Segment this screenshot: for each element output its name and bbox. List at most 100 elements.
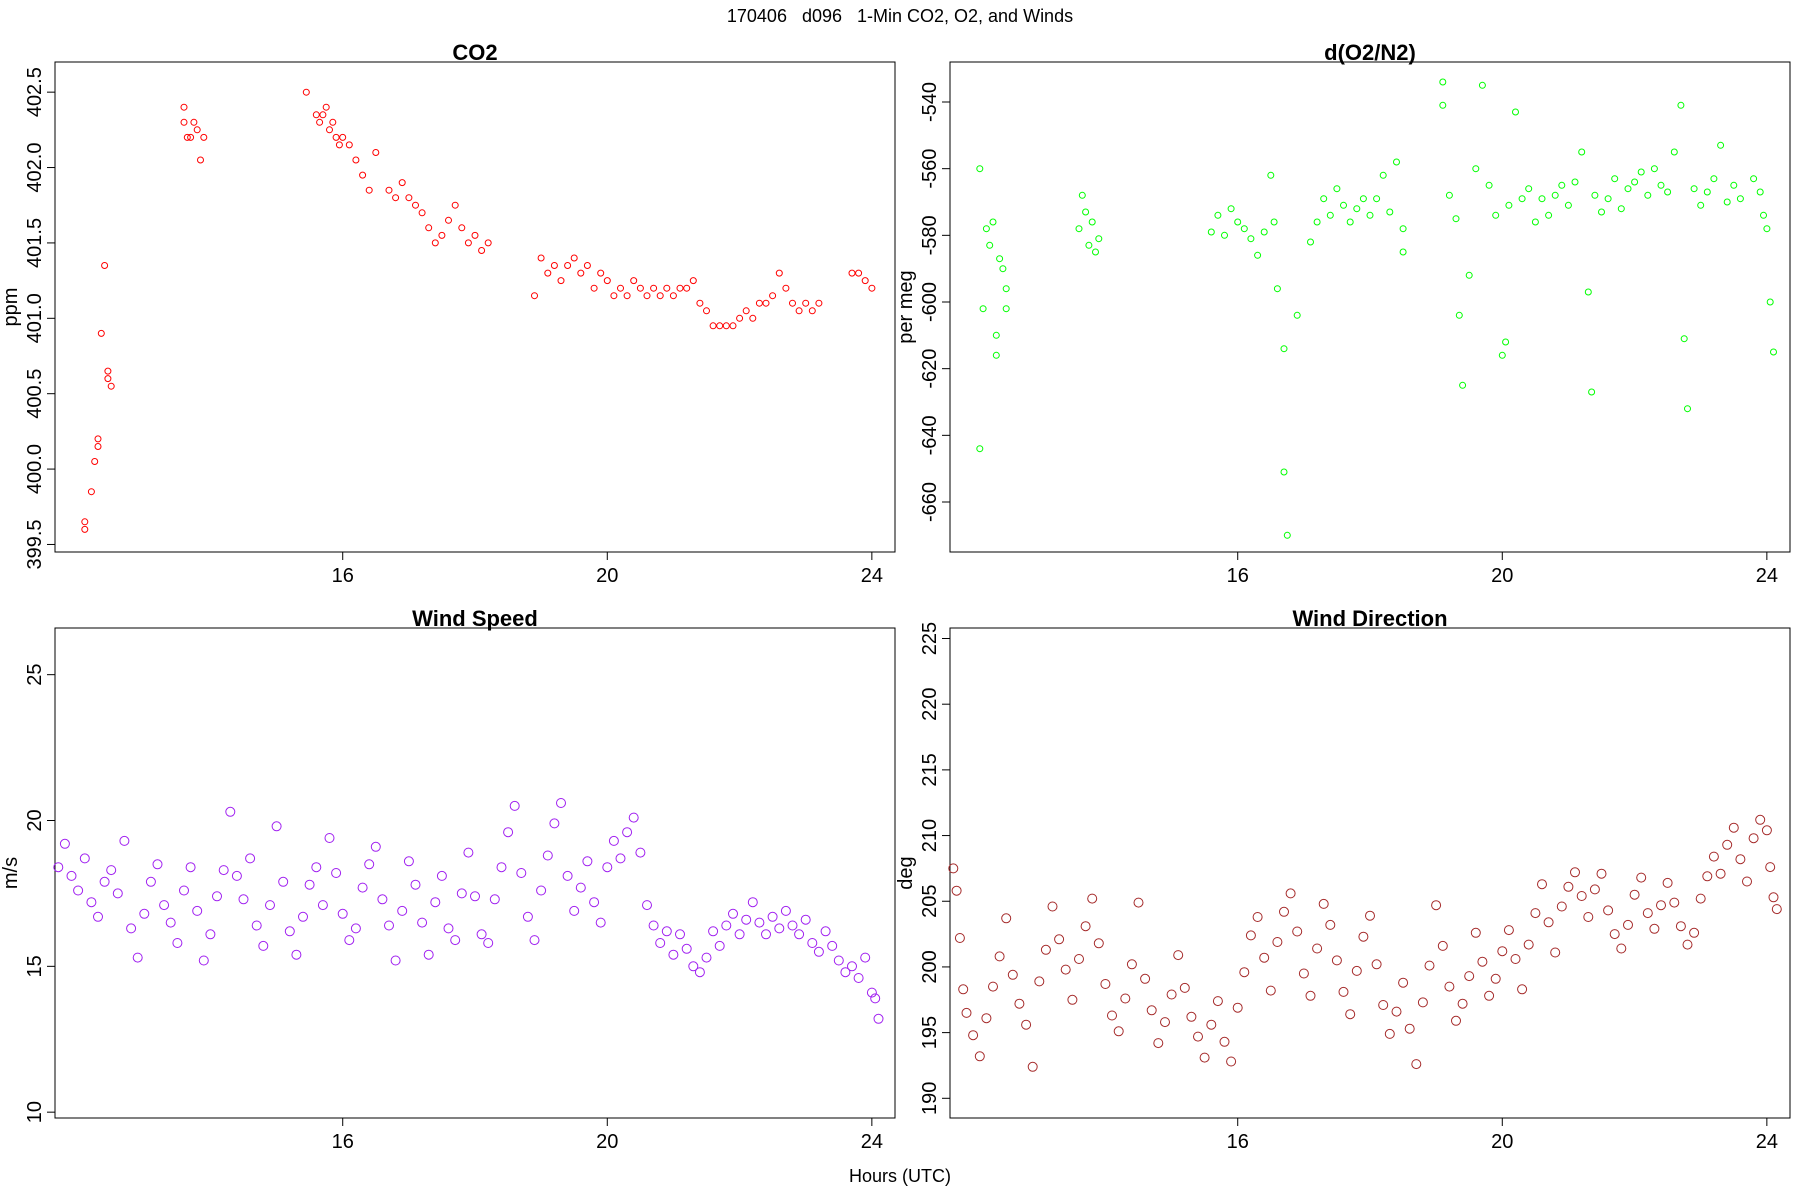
o2-n2-data-point (1307, 238, 1314, 246)
wind-direction-data-point (1609, 929, 1620, 940)
wind-direction-data-point (1001, 913, 1012, 924)
wind-speed-data-point (245, 853, 256, 864)
wind-direction-data-point (1047, 901, 1058, 912)
wind-speed-data-point (364, 859, 375, 870)
wind-speed-data-point (119, 835, 130, 846)
co2-data-point (782, 284, 790, 292)
wind-speed-data-point (179, 885, 189, 896)
co2-data-point (484, 239, 492, 247)
wind-speed-data-point (331, 868, 342, 878)
wind-direction-data-point (1510, 954, 1521, 964)
wind-direction-data-point (1199, 1052, 1210, 1063)
wind-speed-data-point (172, 938, 183, 948)
wind-speed-data-point (708, 926, 719, 937)
o2-n2-data-point (1439, 78, 1447, 86)
co2-data-point (81, 518, 89, 526)
co2-data-point (302, 88, 310, 96)
o2-n2-x-tick-label: 16 (1227, 565, 1249, 587)
wind-speed-panel: Wind Speed 16 20 24 10 15 20 25 m/s (0, 606, 896, 1153)
wind-speed-data-point (556, 798, 566, 808)
o2-n2-data-point (1558, 181, 1566, 189)
wind-direction-data-point (1596, 868, 1607, 879)
wind-speed-data-point (450, 935, 461, 946)
wind-speed-data-point (93, 911, 103, 922)
wind-direction-data-point (1212, 996, 1223, 1007)
wind-speed-data-point (271, 821, 282, 832)
wind-direction-data-point (1708, 851, 1719, 862)
wind-direction-data-point (961, 1007, 972, 1018)
o2-n2-data-point (1766, 298, 1774, 306)
wind-speed-data-point (436, 870, 447, 881)
wind-direction-data-point (1298, 968, 1309, 979)
wind-speed-data-point (774, 923, 785, 934)
co2-data-point (94, 435, 102, 443)
wind-direction-data-point (1742, 876, 1752, 887)
co2-data-point (339, 133, 347, 141)
wind-direction-data-point (1623, 919, 1633, 930)
wind-direction-data-point (1021, 1019, 1032, 1030)
co2-data-point (94, 443, 102, 450)
wind-direction-data-point (1457, 998, 1468, 1009)
wind-direction-y-tick-label: 195 (919, 1016, 941, 1049)
co2-data-point (742, 307, 750, 315)
wind-direction-data-point (1331, 955, 1342, 966)
wind-direction-data-point (1523, 939, 1534, 950)
o2-n2-data-point (1512, 108, 1519, 116)
wind-speed-data-point (344, 935, 355, 946)
wind-direction-x-tick-label: 24 (1756, 1131, 1778, 1153)
wind-speed-x-tick-label: 24 (861, 1131, 883, 1153)
wind-speed-x-tick-label: 16 (332, 1131, 354, 1153)
wind-speed-data-point (337, 908, 348, 919)
wind-speed-data-point (430, 897, 441, 908)
wind-speed-data-point (542, 850, 553, 861)
o2-n2-data-point (1717, 141, 1725, 149)
co2-data-point (107, 382, 115, 390)
o2-n2-data-point (1234, 218, 1242, 226)
wind-speed-data-point (126, 923, 137, 934)
o2-n2-data-point (1525, 185, 1533, 193)
co2-data-point (583, 262, 591, 269)
o2-n2-data-point (1730, 181, 1738, 189)
wind-direction-data-point (1100, 979, 1111, 989)
co2-data-point (577, 269, 585, 277)
co2-data-point (193, 126, 201, 134)
wind-direction-data-point (1695, 893, 1706, 904)
wind-speed-data-point (780, 905, 791, 916)
o2-n2-data-point (1445, 191, 1453, 199)
co2-x-tick-label: 24 (861, 565, 883, 587)
wind-speed-data-point (648, 920, 659, 931)
o2-n2-data-point (1631, 178, 1639, 186)
co2-data-point (87, 488, 95, 496)
figure-title: 170406 d096 1-Min CO2, O2, and Winds (726, 6, 1074, 26)
o2-n2-y-tick-label: -600 (919, 282, 941, 322)
co2-data-point (398, 179, 406, 187)
co2-data-point (385, 186, 393, 194)
co2-data-point (458, 224, 466, 232)
wind-direction-y-tick-label: 205 (919, 885, 941, 918)
o2-n2-data-point (1280, 468, 1288, 476)
o2-n2-data-point (1088, 218, 1096, 226)
wind-direction-data-point (1034, 976, 1045, 987)
wind-speed-data-point (390, 955, 401, 966)
co2-data-point (316, 118, 324, 126)
wind-direction-data-point (1530, 908, 1541, 919)
co2-y-tick-label: 402.0 (24, 143, 46, 193)
wind-direction-y-tick-label: 215 (919, 753, 941, 786)
wind-direction-data-point (1186, 1011, 1197, 1022)
wind-direction-data-point (1087, 893, 1098, 904)
wind-speed-data-point (870, 993, 881, 1004)
o2-n2-data-point (976, 165, 984, 173)
co2-data-point (104, 375, 112, 383)
wind-speed-data-point (509, 800, 520, 811)
o2-n2-data-point (976, 445, 984, 453)
co2-data-point (431, 239, 439, 247)
co2-data-point (322, 103, 330, 111)
o2-n2-plot-frame (949, 61, 1791, 553)
co2-data-point (557, 277, 565, 285)
o2-n2-data-point (1498, 351, 1506, 359)
wind-speed-data-point (132, 952, 143, 963)
wind-speed-y-axis-label: m/s (0, 857, 22, 889)
o2-n2-data-point (1214, 211, 1222, 219)
wind-direction-data-point (954, 933, 965, 943)
wind-direction-data-point (1570, 867, 1580, 878)
